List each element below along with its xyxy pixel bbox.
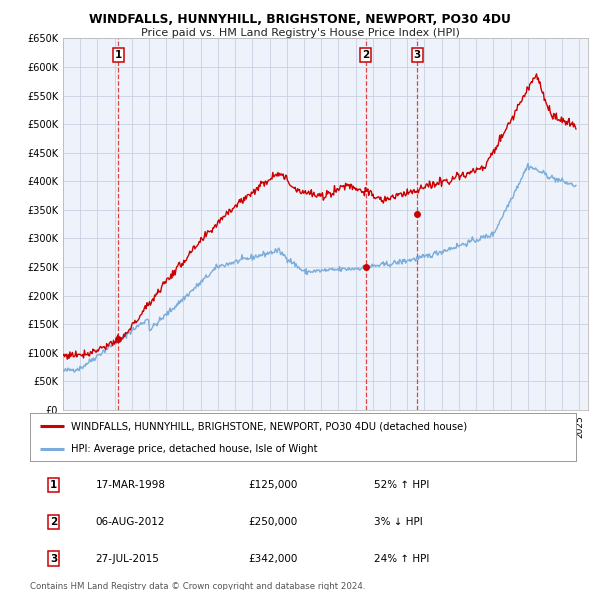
Text: 2: 2 [362,50,370,60]
Text: 3% ↓ HPI: 3% ↓ HPI [374,517,423,527]
Text: 1: 1 [50,480,57,490]
Text: 17-MAR-1998: 17-MAR-1998 [95,480,166,490]
Text: £342,000: £342,000 [248,553,298,563]
Text: £250,000: £250,000 [248,517,298,527]
Text: 06-AUG-2012: 06-AUG-2012 [95,517,165,527]
Text: 27-JUL-2015: 27-JUL-2015 [95,553,160,563]
Text: 2: 2 [50,517,57,527]
Text: 24% ↑ HPI: 24% ↑ HPI [374,553,430,563]
Text: £125,000: £125,000 [248,480,298,490]
Text: 3: 3 [413,50,421,60]
Text: 1: 1 [115,50,122,60]
Text: HPI: Average price, detached house, Isle of Wight: HPI: Average price, detached house, Isle… [71,444,317,454]
Text: 3: 3 [50,553,57,563]
Text: Price paid vs. HM Land Registry's House Price Index (HPI): Price paid vs. HM Land Registry's House … [140,28,460,38]
Text: WINDFALLS, HUNNYHILL, BRIGHSTONE, NEWPORT, PO30 4DU: WINDFALLS, HUNNYHILL, BRIGHSTONE, NEWPOR… [89,13,511,26]
Text: 52% ↑ HPI: 52% ↑ HPI [374,480,430,490]
Text: Contains HM Land Registry data © Crown copyright and database right 2024.
This d: Contains HM Land Registry data © Crown c… [30,582,365,590]
Text: WINDFALLS, HUNNYHILL, BRIGHSTONE, NEWPORT, PO30 4DU (detached house): WINDFALLS, HUNNYHILL, BRIGHSTONE, NEWPOR… [71,421,467,431]
